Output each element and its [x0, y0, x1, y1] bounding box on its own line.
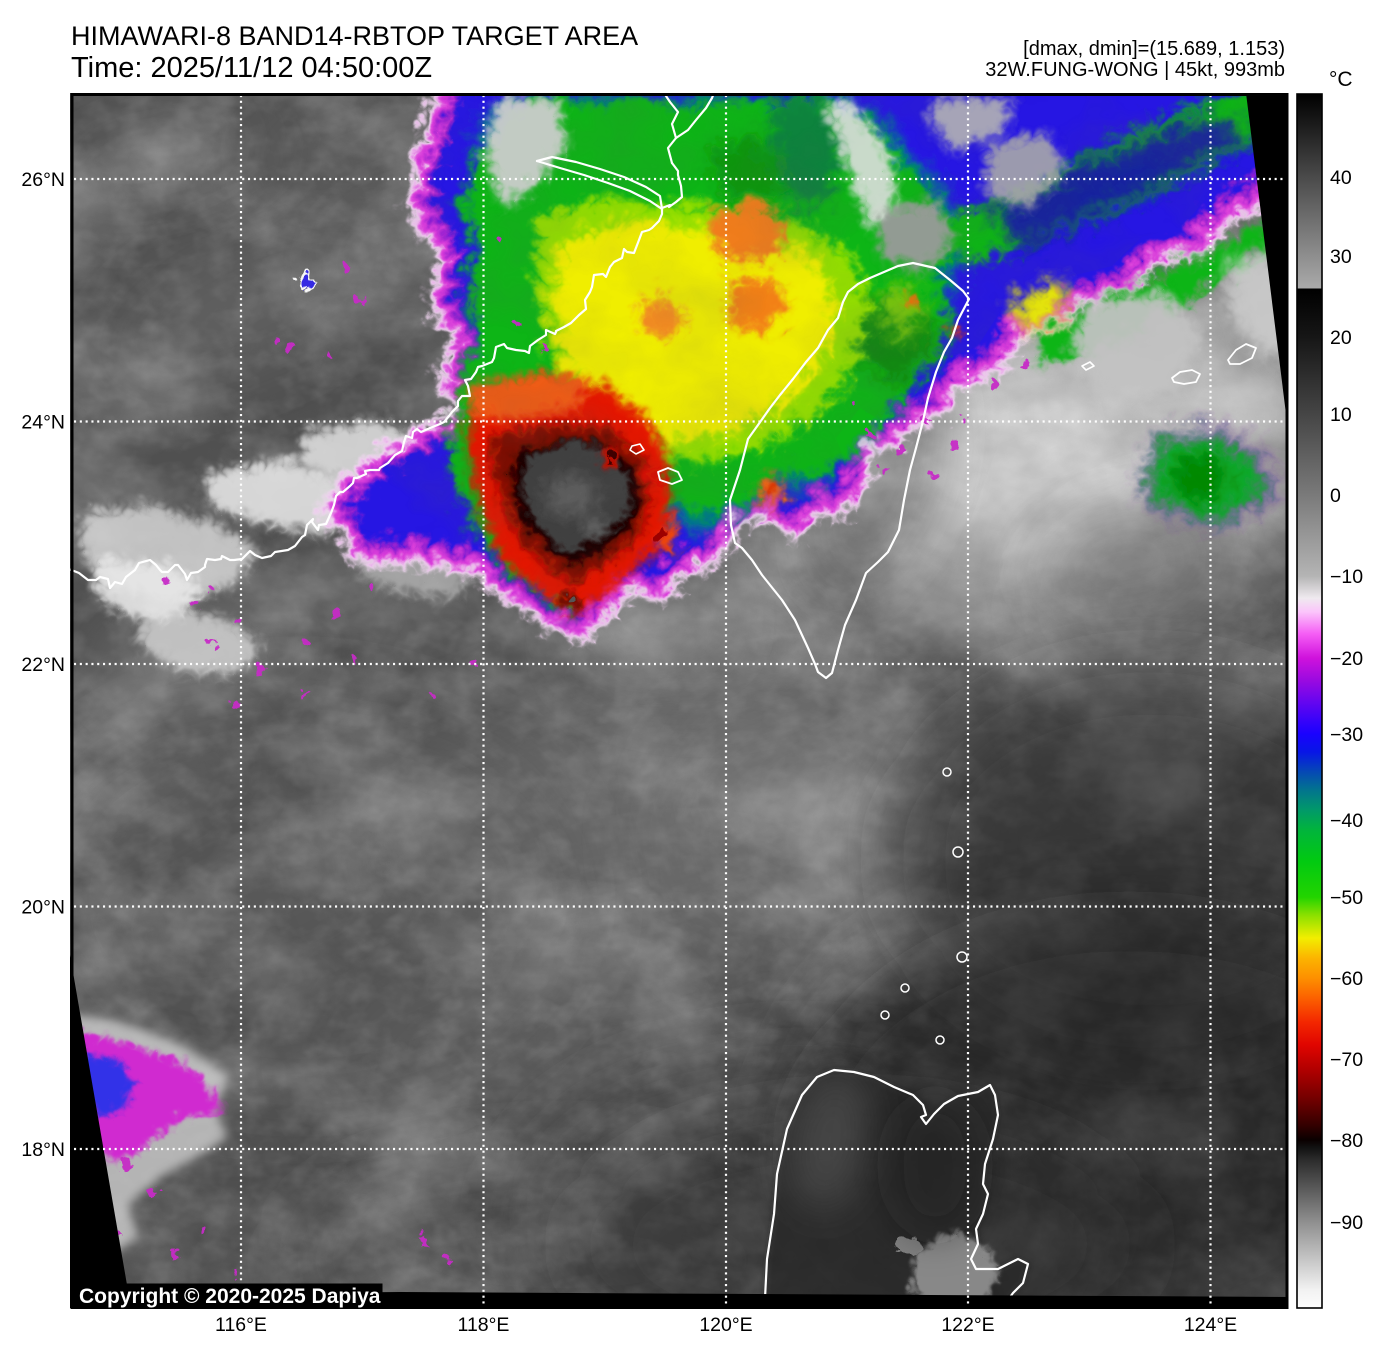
svg-text:20°N: 20°N [21, 897, 65, 919]
svg-text:−20: −20 [1330, 648, 1363, 670]
svg-text:HIMAWARI-8 BAND14-RBTOP TARGET: HIMAWARI-8 BAND14-RBTOP TARGET AREA [71, 21, 638, 51]
svg-text:−70: −70 [1330, 1049, 1363, 1071]
svg-text:−40: −40 [1330, 810, 1363, 832]
svg-text:−80: −80 [1330, 1130, 1363, 1152]
svg-text:118°E: 118°E [458, 1314, 510, 1336]
svg-text:24°N: 24°N [21, 412, 65, 434]
svg-text:0: 0 [1330, 485, 1341, 507]
svg-text:120°E: 120°E [699, 1314, 752, 1336]
svg-text:30: 30 [1330, 246, 1352, 268]
svg-text:Time: 2025/11/12 04:50:00Z: Time: 2025/11/12 04:50:00Z [71, 52, 432, 84]
svg-text:Copyright © 2020-2025 Dapiya: Copyright © 2020-2025 Dapiya [79, 1285, 381, 1308]
svg-text:20: 20 [1330, 327, 1352, 349]
svg-text:[dmax, dmin]=(15.689, 1.153): [dmax, dmin]=(15.689, 1.153) [1023, 38, 1285, 60]
svg-text:22°N: 22°N [21, 654, 65, 676]
svg-text:40: 40 [1330, 167, 1352, 189]
svg-text:122°E: 122°E [941, 1314, 994, 1336]
svg-text:116°E: 116°E [215, 1314, 267, 1336]
svg-text:−90: −90 [1330, 1212, 1363, 1234]
svg-text:−50: −50 [1330, 887, 1363, 909]
svg-text:−10: −10 [1330, 566, 1363, 588]
svg-text:−60: −60 [1330, 968, 1363, 990]
svg-text:26°N: 26°N [21, 169, 65, 191]
svg-text:°C: °C [1329, 68, 1353, 91]
svg-text:32W.FUNG-WONG | 45kt, 993mb: 32W.FUNG-WONG | 45kt, 993mb [985, 59, 1285, 81]
svg-text:−30: −30 [1330, 724, 1363, 746]
svg-text:10: 10 [1330, 404, 1352, 426]
svg-text:124°E: 124°E [1184, 1314, 1237, 1336]
svg-text:18°N: 18°N [21, 1139, 65, 1161]
